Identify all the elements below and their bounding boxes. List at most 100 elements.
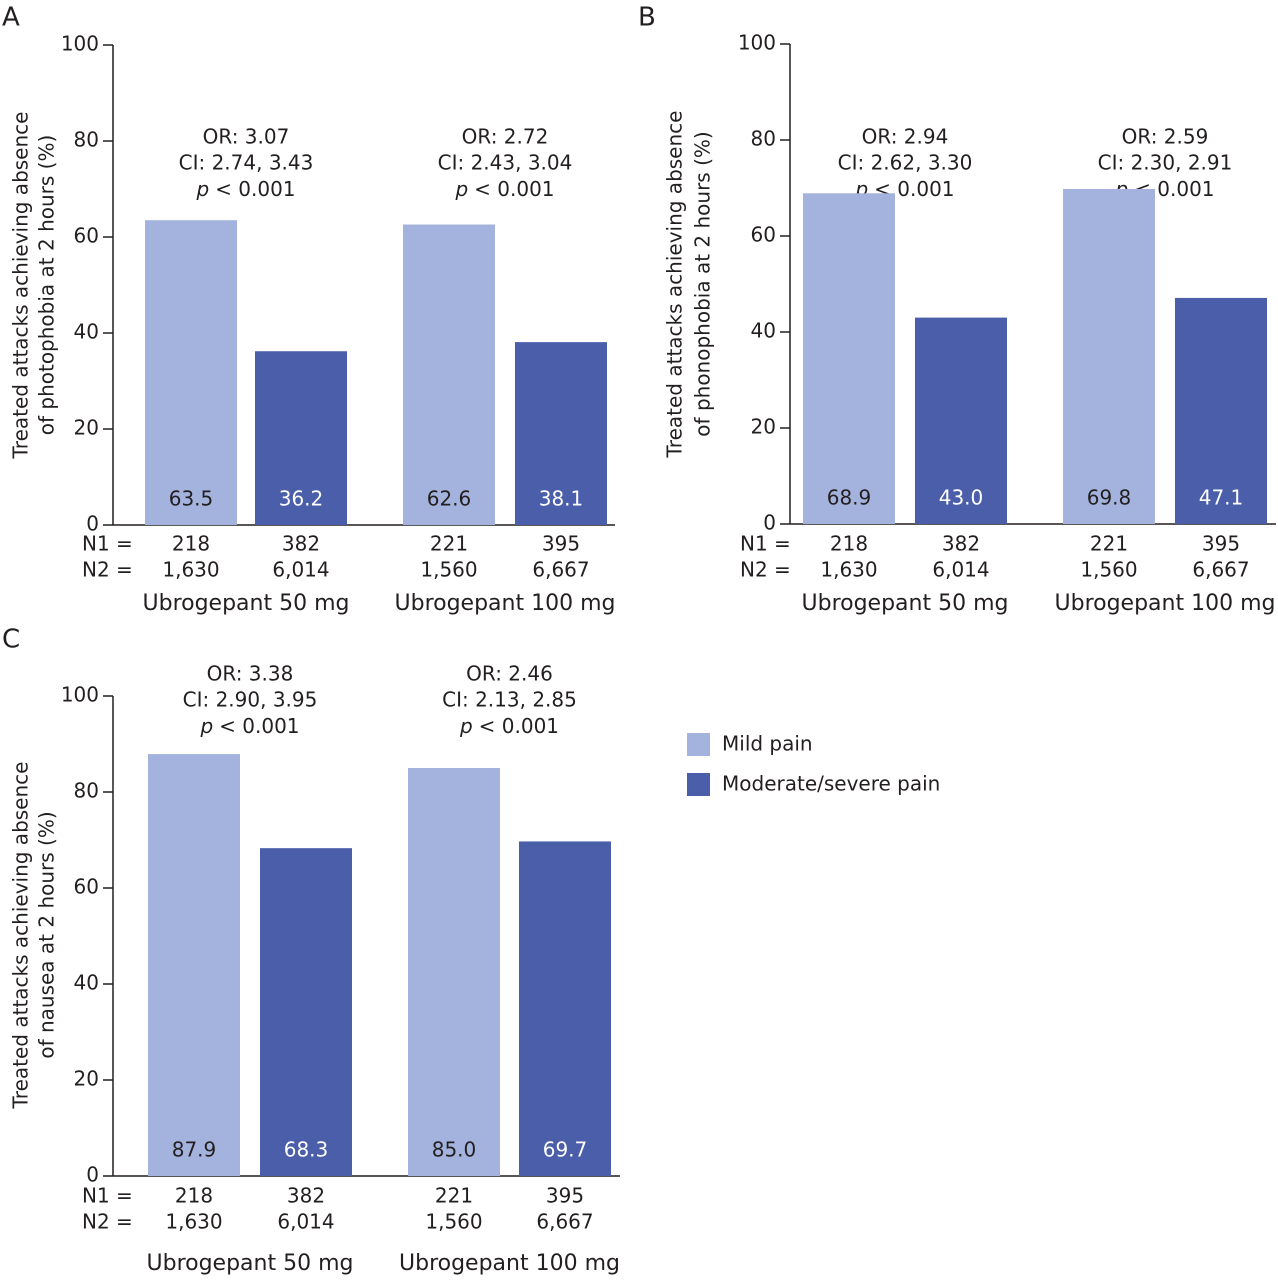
y-tick-label: 100 — [61, 32, 99, 56]
n2-value: 6,014 — [272, 558, 329, 582]
p-value: p < 0.001 — [454, 177, 554, 201]
value-label: 43.0 — [939, 486, 984, 510]
group-label: Ubrogepant 50 mg — [143, 591, 350, 616]
n2-value: 1,630 — [165, 1210, 222, 1234]
panel-label: B — [638, 3, 656, 33]
n-row-label: N2 = — [740, 558, 791, 582]
confidence-interval: CI: 2.90, 3.95 — [183, 688, 318, 712]
n2-value: 6,667 — [532, 558, 589, 582]
n1-value: 218 — [175, 1184, 213, 1208]
bar — [515, 342, 607, 525]
y-axis-title: Treated attacks achieving absence — [9, 112, 33, 460]
odds-ratio: OR: 2.46 — [466, 662, 553, 686]
value-label: 85.0 — [432, 1138, 477, 1162]
p-symbol: p — [199, 714, 213, 738]
y-axis-title: Treated attacks achieving absence — [9, 762, 33, 1110]
p-symbol: p — [195, 177, 209, 201]
y-axis-title: Treated attacks achieving absence — [663, 111, 687, 459]
value-label: 69.8 — [1087, 486, 1132, 510]
p-text: < 0.001 — [219, 714, 299, 738]
n1-value: 221 — [435, 1184, 473, 1208]
n1-value: 395 — [1202, 532, 1240, 556]
p-value: p < 0.001 — [195, 177, 295, 201]
n-row-label: N1 = — [82, 1184, 133, 1208]
group-label: Ubrogepant 50 mg — [147, 1251, 354, 1276]
confidence-interval: CI: 2.13, 2.85 — [442, 688, 577, 712]
n1-value: 221 — [1090, 532, 1128, 556]
p-text: < 0.001 — [474, 177, 554, 201]
n-row-label: N1 = — [82, 532, 133, 556]
n2-value: 1,630 — [162, 558, 219, 582]
value-label: 68.9 — [827, 486, 872, 510]
bar — [803, 193, 895, 524]
n2-value: 6,014 — [277, 1210, 334, 1234]
odds-ratio: OR: 3.38 — [207, 662, 294, 686]
legend-swatch — [687, 773, 710, 796]
odds-ratio: OR: 2.94 — [862, 125, 949, 149]
y-tick-label: 80 — [74, 779, 99, 803]
y-axis-title: of phonophobia at 2 hours (%) — [691, 131, 715, 436]
n-row-label: N2 = — [82, 558, 133, 582]
n-row-label: N1 = — [740, 532, 791, 556]
p-text: < 0.001 — [479, 714, 559, 738]
y-tick-label: 40 — [74, 320, 99, 344]
n1-value: 218 — [830, 532, 868, 556]
confidence-interval: CI: 2.62, 3.30 — [838, 151, 973, 175]
legend-label: Mild pain — [722, 732, 813, 756]
n1-value: 382 — [942, 532, 980, 556]
n2-value: 1,560 — [425, 1210, 482, 1234]
n-row-label: N2 = — [82, 1210, 133, 1234]
n1-value: 395 — [546, 1184, 584, 1208]
panel-label: C — [2, 625, 20, 655]
panel-label: A — [2, 3, 20, 33]
n2-value: 1,630 — [820, 558, 877, 582]
bar — [260, 848, 352, 1176]
y-tick-label: 0 — [763, 511, 776, 535]
y-tick-label: 20 — [74, 416, 99, 440]
y-axis-title: of nausea at 2 hours (%) — [35, 811, 59, 1058]
y-tick-label: 40 — [751, 319, 776, 343]
odds-ratio: OR: 2.72 — [462, 125, 549, 149]
n2-value: 6,667 — [536, 1210, 593, 1234]
value-label: 38.1 — [539, 487, 584, 511]
bar — [408, 768, 500, 1176]
y-tick-label: 80 — [74, 128, 99, 152]
bar — [403, 224, 495, 525]
n1-value: 382 — [287, 1184, 325, 1208]
value-label: 68.3 — [284, 1138, 329, 1162]
value-label: 62.6 — [427, 487, 472, 511]
bar — [148, 754, 240, 1176]
odds-ratio: OR: 3.07 — [203, 125, 290, 149]
y-tick-label: 20 — [751, 415, 776, 439]
y-tick-label: 0 — [86, 512, 99, 536]
n1-value: 218 — [172, 532, 210, 556]
group-label: Ubrogepant 100 mg — [399, 1251, 620, 1276]
y-tick-label: 0 — [86, 1163, 99, 1187]
value-label: 36.2 — [279, 487, 324, 511]
confidence-interval: CI: 2.30, 2.91 — [1098, 151, 1233, 175]
p-value: p < 0.001 — [459, 714, 559, 738]
y-tick-label: 80 — [751, 127, 776, 151]
y-tick-label: 20 — [74, 1067, 99, 1091]
p-value: p < 0.001 — [199, 714, 299, 738]
n2-value: 6,014 — [932, 558, 989, 582]
n2-value: 6,667 — [1192, 558, 1249, 582]
value-label: 47.1 — [1199, 486, 1244, 510]
group-label: Ubrogepant 100 mg — [395, 591, 616, 616]
n1-value: 221 — [430, 532, 468, 556]
y-tick-label: 100 — [738, 31, 776, 55]
bar — [1175, 297, 1267, 524]
value-label: 87.9 — [172, 1138, 217, 1162]
y-tick-label: 60 — [74, 224, 99, 248]
value-label: 69.7 — [543, 1138, 588, 1162]
y-tick-label: 60 — [74, 875, 99, 899]
confidence-interval: CI: 2.74, 3.43 — [179, 151, 314, 175]
n1-value: 382 — [282, 532, 320, 556]
y-axis-title: of photophobia at 2 hours (%) — [35, 135, 59, 436]
bar — [255, 351, 347, 525]
bar — [1063, 188, 1155, 524]
n2-value: 1,560 — [420, 558, 477, 582]
confidence-interval: CI: 2.43, 3.04 — [438, 151, 573, 175]
legend-label: Moderate/severe pain — [722, 772, 940, 796]
